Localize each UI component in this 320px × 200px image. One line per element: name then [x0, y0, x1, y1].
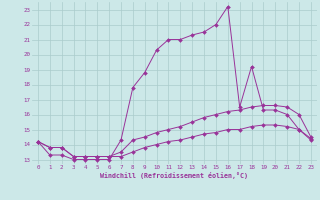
X-axis label: Windchill (Refroidissement éolien,°C): Windchill (Refroidissement éolien,°C) — [100, 172, 248, 179]
